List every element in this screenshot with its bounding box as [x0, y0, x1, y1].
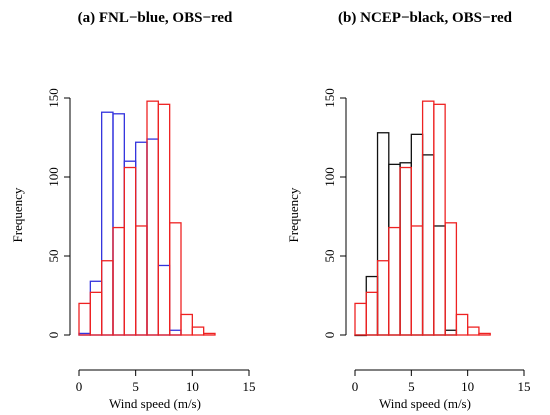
panel-a-obs-bar	[112, 226, 125, 336]
panel-a-obs-bar	[169, 222, 182, 336]
panel-a-obs-bar	[101, 260, 114, 336]
panel-a-obs-bar	[123, 166, 137, 336]
panel-b-obs-bar	[421, 100, 435, 336]
panel-a-bars	[78, 100, 216, 336]
panel-a-obs-bar	[135, 225, 148, 336]
panel-a-fnl-bar	[135, 141, 148, 336]
panel-b-obs-bar	[455, 313, 469, 336]
panel-b-y-tick-label: 100	[322, 167, 337, 187]
panel-a-x-tick-label: 0	[76, 379, 83, 394]
panel-b-obs-bar	[388, 226, 401, 336]
panel-b-xlabel: Wind speed (m/s)	[379, 396, 471, 411]
panel-a-fnl-bar	[169, 329, 182, 336]
panel-b-x-tick-label: 10	[461, 379, 474, 394]
panel-a-y-tick-label: 50	[46, 250, 61, 263]
panel-b-x-tick-label: 15	[518, 379, 531, 394]
panel-b-obs-bar	[433, 103, 446, 336]
panel-b-title: (b) NCEP−black, OBS−red	[338, 10, 513, 26]
panel-b-ncep-bar	[421, 154, 435, 336]
panel-a-y-tick-label: 100	[46, 167, 61, 187]
panel-a: (a) FNL−blue, OBS−red Frequency Wind spe…	[10, 10, 256, 411]
panel-a-fnl-bar	[157, 264, 171, 336]
panel-b-ncep-bar	[410, 133, 424, 336]
panel-a-ylabel: Frequency	[10, 187, 25, 242]
panel-b-obs-bar	[478, 332, 491, 336]
panel-b-obs-bar	[410, 225, 424, 336]
panel-b-obs-bar	[365, 291, 379, 336]
panel-b-ncep-bar	[444, 329, 458, 336]
panel-b-x-tick-label: 0	[352, 379, 359, 394]
panel-a-xlabel: Wind speed (m/s)	[109, 396, 201, 411]
panel-a-fnl-bar	[112, 113, 125, 336]
panel-a-obs-bar	[78, 302, 91, 336]
panel-a-obs-bar	[203, 332, 216, 336]
panel-a-x-tick-label: 15	[243, 379, 256, 394]
panel-a-y-tick-label: 0	[46, 332, 61, 339]
panel-b-x-tick-label: 5	[408, 379, 415, 394]
panel-b-ncep-bar	[433, 225, 446, 336]
panel-b-obs-bar	[444, 222, 458, 336]
panel-a-fnl-bar	[146, 138, 159, 336]
panel-a-obs-bar	[157, 103, 171, 336]
panel-b-y-tick-label: 150	[322, 88, 337, 108]
panel-b-obs-bar	[399, 166, 412, 336]
panel-a-x-tick-label: 10	[186, 379, 199, 394]
panel-a-obs-bar	[89, 291, 103, 336]
panel-b-ncep-bar	[376, 132, 390, 336]
panel-b-obs-bar	[354, 302, 367, 336]
panel-a-x-tick-label: 5	[132, 379, 139, 394]
panel-b-obs-bar	[376, 260, 390, 336]
panel-a-obs-bar	[191, 326, 205, 336]
panel-a-y-tick-label: 150	[46, 88, 61, 108]
panel-b-ylabel: Frequency	[286, 187, 301, 242]
panel-b-y-tick-label: 50	[322, 250, 337, 263]
panel-b-ncep-bar	[399, 162, 412, 336]
panel-b-obs-bar	[467, 326, 480, 336]
panel-a-title: (a) FNL−blue, OBS−red	[78, 10, 233, 26]
panel-b: (b) NCEP−black, OBS−red Frequency Wind s…	[286, 10, 531, 411]
panel-a-fnl-bar	[123, 160, 137, 336]
panel-b-ncep-bar	[365, 275, 379, 336]
panel-b-bars	[354, 100, 491, 337]
panel-b-ncep-bar	[388, 163, 401, 336]
panel-a-fnl-bar	[101, 111, 114, 336]
panel-a-obs-bar	[146, 100, 159, 336]
panel-a-fnl-bar	[89, 280, 103, 336]
panel-a-obs-bar	[180, 313, 193, 336]
panel-b-y-tick-label: 0	[322, 332, 337, 339]
